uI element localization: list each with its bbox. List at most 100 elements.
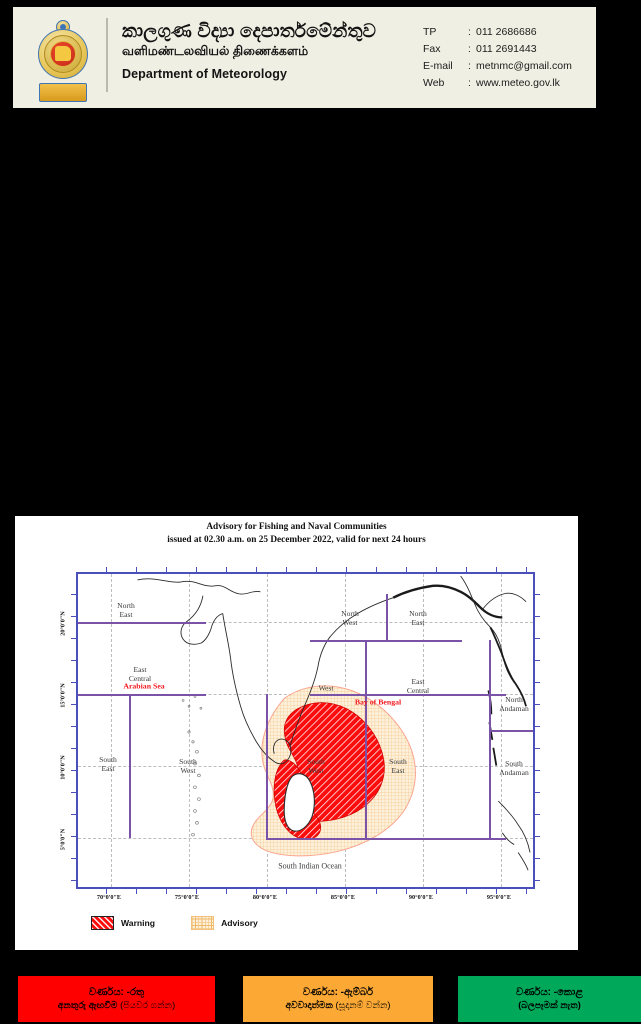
colour-box-amber-desc-main: අවවාදාත්මක xyxy=(285,1000,333,1011)
coastline-bangladesh-delta xyxy=(392,584,503,619)
y-tick-5n: 5°0'0"N xyxy=(59,828,67,851)
gridline-lon-75 xyxy=(189,574,190,887)
x-tick-70e: 70°0'0"E xyxy=(96,894,122,901)
x-tick-85e: 85°0'0"E xyxy=(330,894,356,901)
axis-ticks-top xyxy=(76,567,535,572)
zone-boundary-ne-ec-west xyxy=(78,622,206,624)
contact-value-fax: 011 2691443 xyxy=(476,43,537,56)
colour-box-green-desc: (බලපෑමක් නැත) xyxy=(518,999,581,1011)
title-english: Department of Meteorology xyxy=(122,66,288,81)
zone-boundary-se-sw-divider xyxy=(129,694,131,838)
legend-label-advisory: Advisory xyxy=(221,918,258,928)
contact-label-fax: Fax xyxy=(423,43,441,56)
coastline-gulf-of-mannar xyxy=(273,738,292,762)
colour-box-red-title: වර්ණය: -රතු xyxy=(88,987,145,999)
sri-lanka-government-emblem-icon xyxy=(35,20,91,102)
zone-label-arabian-south-east: South East xyxy=(99,754,117,773)
contact-sep-email: : xyxy=(468,60,471,73)
x-tick-95e: 95°0'0"E xyxy=(486,894,512,901)
zone-label-bob-south-west: South West xyxy=(307,756,325,775)
colour-box-green-desc-main: (බලපෑමක් නැත) xyxy=(518,1000,581,1011)
zone-boundary-west-ec-bob xyxy=(365,640,367,694)
map-plot-area: North East East Central South East South Wes… xyxy=(59,558,550,903)
colour-box-amber-desc: අවවාදාත්මක (සූදානම් වන්න) xyxy=(285,999,390,1011)
colour-box-amber-title: වර්ණය: -ඇම්බර් xyxy=(302,987,374,999)
zone-boundary-west-edge-bob xyxy=(266,694,268,838)
legend-swatch-advisory xyxy=(191,916,215,930)
zone-label-bob-north-east: North East xyxy=(409,608,427,627)
x-tick-80e: 80°0'0"E xyxy=(252,894,278,901)
map-title: Advisory for Fishing and Naval Communiti… xyxy=(15,516,578,547)
axis-ticks-left xyxy=(71,572,76,889)
title-tamil: வளிமண்டலவியல் திணைக்களம் xyxy=(122,44,309,59)
contact-value-email[interactable]: metnmc@gmail.com xyxy=(476,60,572,73)
header-divider xyxy=(106,18,108,92)
title-sinhala: කාලගුණ විද්‍යා දෙපාර්තමේන්තුව xyxy=(122,20,377,41)
maldives-lakshadweep-islands xyxy=(181,695,203,837)
colour-box-red: වර්ණය: -රතු අනතුරු ඇඟවීම (පියවර ගන්න) xyxy=(18,976,215,1022)
sumatra-islands xyxy=(501,832,529,871)
axis-ticks-bottom xyxy=(76,889,535,894)
colour-box-amber-desc-paren: (සූදානම් වන්න) xyxy=(335,1000,391,1011)
contact-sep-tp: : xyxy=(468,26,471,38)
gridline-lon-70 xyxy=(111,574,112,887)
gridline-lon-90 xyxy=(423,574,424,887)
coastline-east-india xyxy=(289,597,394,746)
coastline-myanmar-coast xyxy=(489,626,527,707)
zone-label-bob-north-west: North West xyxy=(341,608,359,627)
zone-boundary-sw-se-bob xyxy=(365,694,367,838)
coastline-gujarat xyxy=(180,595,223,645)
colour-box-red-desc: අනතුරු ඇඟවීම (පියවර ගන්න) xyxy=(58,999,175,1011)
advisory-map-panel: Advisory for Fishing and Naval Communiti… xyxy=(15,516,578,950)
contact-label-tp: TP xyxy=(423,26,437,38)
zone-label-arabian-east-central: East Central xyxy=(128,664,152,683)
zone-boundary-south-bob xyxy=(266,838,506,840)
zone-label-bob-east-central: East Central xyxy=(406,676,430,695)
contact-value-web[interactable]: www.meteo.gov.lk xyxy=(476,77,560,90)
department-titles: කාලගුණ විද්‍යා දෙපාර්තමේන්තුව வளிமண்டலவி… xyxy=(122,16,417,81)
coastline-west-india xyxy=(222,613,287,765)
axis-ticks-right xyxy=(535,572,540,889)
map-geometry-layer xyxy=(137,575,531,871)
coastline-northwest xyxy=(137,578,261,595)
zone-boundary-andaman-west xyxy=(489,640,491,838)
coastline-north-border xyxy=(482,592,527,610)
coastline-sumatra xyxy=(497,800,531,853)
map-title-line1: Advisory for Fishing and Naval Communiti… xyxy=(206,522,387,532)
sea-label-bay-of-bengal: Bay of Bengal xyxy=(354,697,402,707)
zone-label-north-andaman: North Andaman xyxy=(499,694,529,713)
colour-box-amber: වර්ණය: -ඇම්බර් අවවාදාත්මක (සූදානම් වන්න) xyxy=(243,976,433,1022)
map-frame: North East East Central South East South Wes… xyxy=(76,572,535,889)
contact-sep-web: : xyxy=(468,77,471,90)
colour-box-red-desc-main: අනතුරු ඇඟවීම xyxy=(57,1000,118,1011)
colour-code-footer: වර්ණය: -රතු අනතුරු ඇඟවීම (පියවර ගන්න) වර… xyxy=(0,976,641,1022)
zone-label-bob-south-east: South East xyxy=(389,756,407,775)
zone-boundary-andaman-split xyxy=(489,730,533,732)
gridline-lat-20 xyxy=(78,622,533,623)
x-tick-90e: 90°0'0"E xyxy=(408,894,434,901)
zone-label-bob-west: West xyxy=(318,683,334,693)
zone-label-arabian-north-east: North East xyxy=(117,600,135,619)
contact-row-fax: Fax : 011 2691443 xyxy=(423,41,596,58)
legend-label-warning: Warning xyxy=(121,918,156,928)
y-tick-10n: 10°0'0"N xyxy=(59,755,67,780)
colour-box-green: වර්ණය: -කොළ (බලපෑමක් නැත) xyxy=(458,976,641,1022)
contact-sep-fax: : xyxy=(468,43,471,56)
contact-row-tp: TP : 011 2686686 xyxy=(423,24,596,41)
sea-label-arabian-sea: Arabian Sea xyxy=(123,681,165,691)
zone-label-arabian-south-west: South West xyxy=(179,756,197,775)
map-title-line2: issued at 02.30 a.m. on 25 December 2022… xyxy=(167,535,426,546)
x-tick-75e: 75°0'0"E xyxy=(174,894,200,901)
logo-container xyxy=(25,16,100,106)
contact-row-email: E-mail : metnmc@gmail.com xyxy=(423,58,596,75)
y-tick-20n: 20°0'0"N xyxy=(59,611,67,636)
zone-boundary-north-bob xyxy=(310,640,462,642)
zone-boundary-ec-south-west xyxy=(78,694,206,696)
legend-swatch-warning xyxy=(91,916,114,930)
ocean-label-south-indian-ocean: South Indian Ocean xyxy=(278,861,342,871)
contact-value-tp: 011 2686686 xyxy=(476,26,537,38)
contact-block: TP : 011 2686686 Fax : 011 2691443 E-mai… xyxy=(417,16,596,92)
sri-lanka-landmass xyxy=(283,773,315,832)
zone-boundary-nw-ne-bob xyxy=(386,594,388,640)
